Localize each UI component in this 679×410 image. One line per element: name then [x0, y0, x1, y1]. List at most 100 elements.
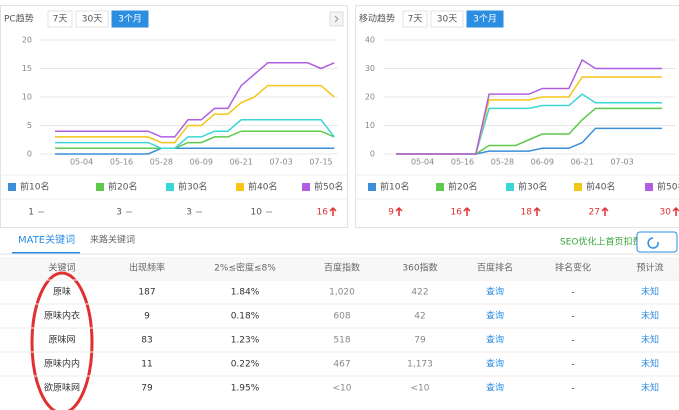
table-cell: 欲原味网: [44, 382, 80, 394]
trend-up-icon: [329, 206, 337, 216]
table-header: 预计流: [636, 262, 663, 274]
table-cell[interactable]: 未知: [641, 358, 659, 370]
period-tab-label[interactable]: 7天: [408, 15, 423, 25]
table-cell[interactable]: 未知: [641, 334, 659, 346]
series-line: [396, 58, 662, 155]
period-tab[interactable]: [47, 10, 73, 28]
summary-value: 18: [521, 208, 533, 218]
x-tick-label: 05-28: [491, 158, 514, 167]
y-tick-label: 10: [22, 93, 32, 102]
period-tab[interactable]: [430, 10, 464, 28]
table-cell: <10: [411, 384, 430, 394]
table-cell: 原味内内: [44, 358, 80, 370]
table-cell[interactable]: 未知: [641, 310, 659, 322]
tab[interactable]: MATE关键词: [18, 233, 75, 246]
table-cell: <10: [333, 384, 352, 394]
period-tab[interactable]: [402, 10, 428, 28]
period-tab[interactable]: [111, 10, 149, 28]
x-tick-label: 07-15: [309, 158, 332, 167]
y-tick-label: 15: [22, 64, 32, 73]
table-cell[interactable]: 查询: [486, 358, 504, 370]
x-tick-label: 05-28: [150, 158, 173, 167]
x-tick-label: 06-21: [571, 158, 594, 167]
period-tab-label[interactable]: 3个月: [473, 14, 497, 25]
period-tab[interactable]: [75, 10, 109, 28]
table-cell[interactable]: 查询: [486, 382, 504, 394]
period-tab-label[interactable]: 3个月: [118, 14, 142, 25]
legend-swatch: [368, 183, 376, 191]
table-cell: 原味内衣: [44, 310, 80, 322]
period-tab-label[interactable]: 30天: [82, 15, 102, 25]
series-line: [55, 84, 335, 144]
table-cell: 9: [144, 312, 150, 322]
table-cell: 467: [333, 360, 350, 370]
y-tick-label: 20: [22, 36, 32, 45]
seo-button[interactable]: SEO优化上首页扣费: [560, 236, 641, 248]
series-line: [55, 62, 335, 138]
table-cell[interactable]: 未知: [641, 286, 659, 298]
x-tick-label: 07-03: [269, 158, 292, 167]
table-header: 排名变化: [555, 262, 591, 274]
legend-swatch: [96, 183, 104, 191]
summary-value: 9: [388, 208, 394, 218]
series-line: [396, 76, 662, 155]
table-cell: -: [571, 360, 574, 370]
legend-label[interactable]: 前20名: [448, 181, 477, 193]
legend-label[interactable]: 前50名: [314, 181, 343, 193]
summary-value: 16: [451, 208, 463, 218]
table-cell[interactable]: 未知: [641, 382, 659, 394]
legend-label[interactable]: 前30名: [178, 181, 207, 193]
legend-label[interactable]: 前40名: [586, 181, 615, 193]
series-line: [396, 127, 662, 155]
table-cell: 83: [141, 336, 152, 346]
legend-swatch: [645, 183, 653, 191]
period-tab-label[interactable]: 7天: [53, 15, 68, 25]
panel-title: PC趋势: [4, 13, 34, 25]
y-tick-label: 20: [365, 93, 375, 102]
table-header: 360指数: [402, 262, 437, 274]
x-tick-label: 05-16: [110, 158, 133, 167]
x-tick-label: 05-04: [411, 158, 434, 167]
legend-swatch: [302, 183, 310, 191]
table-header: 百度排名: [477, 262, 513, 274]
table-cell[interactable]: 查询: [486, 310, 504, 322]
refresh-button[interactable]: [636, 231, 678, 253]
legend-label[interactable]: 前10名: [380, 181, 409, 193]
summary-value: 3: [186, 208, 192, 218]
legend-swatch: [436, 183, 444, 191]
legend-swatch: [506, 183, 514, 191]
legend-label[interactable]: 前50名: [657, 181, 679, 193]
trend-up-icon: [395, 206, 403, 216]
x-tick-label: 05-16: [451, 158, 474, 167]
table-cell: 42: [414, 312, 425, 322]
y-tick-label: 10: [365, 121, 375, 130]
tab[interactable]: 来路关键词: [90, 234, 135, 246]
table-cell: 79: [141, 384, 153, 394]
table-cell[interactable]: 查询: [486, 286, 504, 298]
table-cell: 187: [138, 288, 155, 298]
chevron-icon: [334, 15, 339, 23]
table-cell: 原味: [53, 286, 71, 298]
summary-value: 16: [317, 208, 329, 218]
table-header: 关键词: [48, 262, 75, 274]
legend-label[interactable]: 前10名: [20, 181, 49, 193]
table-cell: 608: [333, 312, 350, 322]
legend-label[interactable]: 前20名: [108, 181, 137, 193]
table-cell[interactable]: 查询: [486, 334, 504, 346]
legend-swatch: [574, 183, 582, 191]
table-cell: -: [571, 288, 574, 298]
summary-value: 3: [116, 208, 122, 218]
legend-label[interactable]: 前40名: [248, 181, 277, 193]
table-cell: 1.84%: [231, 288, 260, 298]
next-button[interactable]: [329, 11, 344, 27]
legend-label[interactable]: 前30名: [518, 181, 547, 193]
series-line: [55, 119, 335, 150]
period-tab[interactable]: [466, 10, 504, 28]
table-cell: 0.18%: [231, 312, 260, 322]
trend-up-icon: [601, 206, 609, 216]
summary-value: 10: [251, 208, 263, 218]
panel-title: 移动趋势: [359, 13, 395, 25]
panel: [355, 5, 679, 228]
period-tab-label[interactable]: 30天: [437, 15, 457, 25]
table-cell: -: [571, 336, 574, 346]
